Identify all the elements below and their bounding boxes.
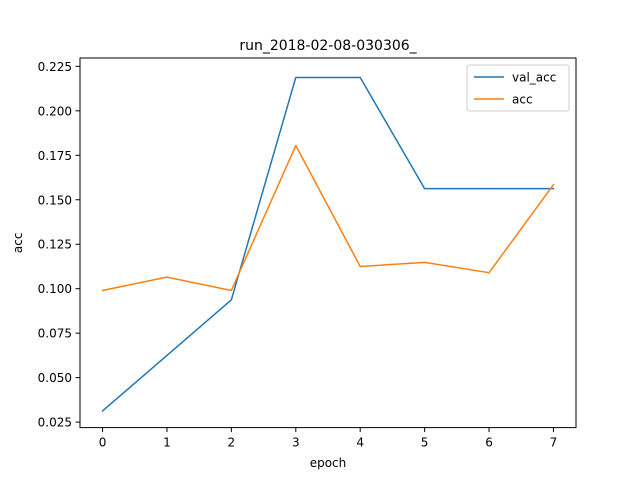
series-point-val-acc	[488, 188, 490, 190]
x-tick-label: 1	[163, 436, 171, 450]
series-layer	[101, 76, 555, 413]
series-point-acc	[359, 266, 361, 268]
y-tick-label: 0.225	[38, 60, 72, 74]
series-point-val-acc	[359, 77, 361, 79]
y-tick-label: 0.175	[38, 149, 72, 163]
series-point-acc	[102, 290, 104, 292]
x-tick-label: 2	[228, 436, 236, 450]
x-axis-label: epoch	[310, 456, 347, 470]
legend-label-val-acc: val_acc	[512, 71, 556, 85]
y-tick-label: 0.125	[38, 238, 72, 252]
series-point-val-acc	[424, 188, 426, 190]
y-tick-label: 0.075	[38, 327, 72, 341]
series-point-acc	[166, 276, 168, 278]
series-point-val-acc	[166, 354, 168, 356]
series-line-val-acc	[101, 76, 555, 413]
series-point-val-acc	[295, 77, 297, 79]
series-point-val-acc	[553, 188, 555, 190]
y-tick-label: 0.100	[38, 282, 72, 296]
series-point-acc	[295, 145, 297, 147]
y-tick-label: 0.050	[38, 371, 72, 385]
y-tick-label: 0.150	[38, 193, 72, 207]
series-point-acc	[424, 261, 426, 263]
x-tick-label: 7	[550, 436, 558, 450]
chart-title: run_2018-02-08-030306_	[239, 38, 417, 54]
x-tick-label: 5	[421, 436, 429, 450]
x-tick-label: 4	[356, 436, 364, 450]
x-tick-label: 6	[485, 436, 493, 450]
series-point-val-acc	[102, 410, 104, 412]
series-point-acc	[230, 290, 232, 292]
y-tick-label: 0.200	[38, 104, 72, 118]
series-point-val-acc	[230, 299, 232, 301]
legend-label-acc: acc	[512, 93, 533, 107]
plot-area	[79, 57, 577, 429]
series-line-acc	[101, 144, 555, 292]
plot-frame	[79, 57, 577, 429]
x-axis: 0 1 2 3 4 5 6 7	[99, 427, 558, 450]
y-tick-label: 0.025	[38, 416, 72, 430]
y-axis: 0.025 0.050 0.075 0.100 0.125 0.150 0.175 0.200…	[38, 60, 80, 430]
series-point-acc	[488, 272, 490, 274]
y-axis-label: acc	[11, 233, 25, 254]
x-tick-label: 3	[292, 436, 300, 450]
x-tick-label: 0	[99, 436, 107, 450]
series-point-acc	[553, 184, 555, 186]
